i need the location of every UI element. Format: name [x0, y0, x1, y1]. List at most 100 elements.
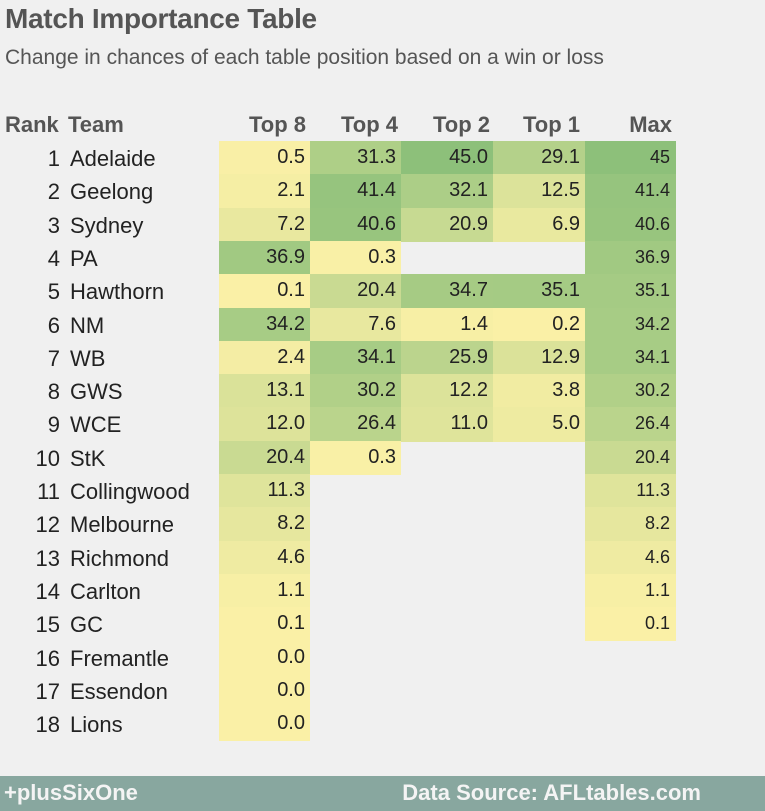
team-cell: Collingwood	[70, 479, 190, 504]
footer-bar: +plusSixOne Data Source: AFLtables.com	[0, 776, 765, 811]
rank-cell: 4	[47, 245, 60, 271]
max-value-cell: 34.1	[585, 340, 676, 376]
team-cell: NM	[70, 312, 105, 338]
top4-value-cell: 40.6	[310, 207, 401, 242]
top4-value-cell: 20.4	[310, 274, 401, 309]
top8-value-cell: 34.2	[219, 307, 310, 342]
top8-value-cell: 0.0	[219, 640, 310, 675]
rank-cell: 5	[47, 279, 60, 305]
max-value-cell: 35.1	[585, 274, 676, 309]
column-header-top8: Top 8	[248, 112, 306, 137]
top8-value-cell: 0.1	[219, 607, 310, 642]
footer-source: Data Source: AFLtables.com	[402, 780, 701, 805]
team-cell: GWS	[70, 379, 123, 405]
top8-value-cell: 0.1	[219, 274, 310, 309]
column-header-max: Max	[629, 112, 672, 137]
footer-brand: +plusSixOne	[4, 780, 138, 805]
max-value-cell: 11.3	[585, 474, 676, 509]
top2-value-cell: 20.9	[401, 207, 493, 242]
max-value-cell: 4.6	[585, 540, 676, 575]
top1-value-cell: 3.8	[493, 374, 585, 409]
top8-value-cell: 0.0	[219, 707, 310, 742]
team-cell: Richmond	[70, 545, 170, 571]
rank-cell: 1	[47, 146, 60, 171]
top2-value-cell: 12.2	[401, 374, 493, 409]
max-value-cell: 41.4	[585, 174, 676, 209]
top4-value-cell: 7.6	[310, 307, 401, 342]
team-cell: PA	[70, 245, 98, 271]
team-cell: Melbourne	[70, 512, 174, 538]
top8-value-cell: 13.1	[219, 374, 310, 409]
rank-cell: 16	[35, 645, 60, 671]
team-cell: Essendon	[70, 678, 168, 704]
column-header-team: Team	[68, 112, 124, 137]
max-value-cell: 36.9	[585, 240, 676, 276]
team-cell: Lions	[70, 712, 123, 738]
column-header-top4: Top 4	[340, 112, 398, 137]
top1-value-cell: 35.1	[493, 274, 585, 309]
chart-title: Match Importance Table	[5, 3, 317, 34]
top2-value-cell: 45.0	[401, 141, 493, 176]
column-header-rank: Rank	[5, 112, 59, 137]
top8-value-cell: 0.5	[219, 141, 310, 176]
top4-value-cell: 31.3	[310, 141, 401, 176]
top8-value-cell: 36.9	[219, 240, 310, 276]
rank-cell: 15	[35, 612, 60, 638]
top8-value-cell: 8.2	[219, 507, 310, 542]
rank-cell: 8	[47, 379, 60, 405]
top8-value-cell: 2.4	[219, 340, 310, 376]
top8-value-cell: 1.1	[219, 573, 310, 609]
max-value-cell: 20.4	[585, 440, 676, 475]
top4-value-cell: 0.3	[310, 240, 401, 276]
rank-cell: 18	[35, 712, 60, 738]
rank-cell: 11	[37, 479, 60, 504]
max-value-cell: 30.2	[585, 374, 676, 409]
column-header-top2: Top 2	[432, 112, 490, 137]
rank-cell: 13	[35, 545, 60, 571]
top8-value-cell: 11.3	[219, 474, 310, 509]
max-value-cell: 0.1	[585, 607, 676, 642]
top2-value-cell: 32.1	[401, 174, 493, 209]
top4-value-cell: 0.3	[310, 440, 401, 475]
column-header-top1: Top 1	[522, 112, 580, 137]
team-cell: WB	[70, 345, 106, 371]
top1-value-cell: 6.9	[493, 207, 585, 242]
team-cell: Sydney	[70, 212, 144, 238]
top4-value-cell: 41.4	[310, 174, 401, 209]
top2-value-cell: 1.4	[401, 307, 493, 342]
top8-value-cell: 2.1	[219, 174, 310, 209]
top1-value-cell: 12.5	[493, 174, 585, 209]
rank-cell: 7	[47, 345, 60, 371]
top8-value-cell: 12.0	[219, 407, 310, 442]
team-cell: StK	[70, 445, 106, 471]
top2-value-cell: 11.0	[401, 407, 493, 442]
max-value-cell: 26.4	[585, 407, 676, 442]
top1-value-cell: 29.1	[493, 141, 585, 176]
top2-value-cell: 25.9	[401, 340, 493, 376]
rank-cell: 6	[47, 312, 60, 338]
team-cell: GC	[70, 612, 103, 638]
rank-cell: 12	[35, 512, 60, 538]
rank-cell: 17	[35, 678, 60, 704]
max-value-cell: 8.2	[585, 507, 676, 542]
rank-cell: 2	[47, 179, 60, 205]
top1-value-cell: 5.0	[493, 407, 585, 442]
team-cell: Adelaide	[70, 146, 156, 171]
top2-value-cell: 34.7	[401, 274, 493, 309]
rank-cell: 3	[47, 212, 60, 238]
top8-value-cell: 7.2	[219, 207, 310, 242]
top8-value-cell: 20.4	[219, 440, 310, 475]
max-value-cell: 40.6	[585, 207, 676, 242]
team-cell: WCE	[70, 412, 122, 438]
top1-value-cell: 0.2	[493, 307, 585, 342]
rank-cell: 9	[47, 412, 60, 438]
top4-value-cell: 26.4	[310, 407, 401, 442]
top4-value-cell: 30.2	[310, 374, 401, 409]
team-cell: Fremantle	[70, 645, 170, 671]
chart-subtitle: Change in chances of each table position…	[5, 46, 604, 69]
rank-cell: 10	[35, 445, 60, 471]
team-cell: Carlton	[70, 578, 141, 604]
top4-value-cell: 34.1	[310, 340, 401, 376]
top1-value-cell: 12.9	[493, 340, 585, 376]
top8-value-cell: 4.6	[219, 540, 310, 575]
